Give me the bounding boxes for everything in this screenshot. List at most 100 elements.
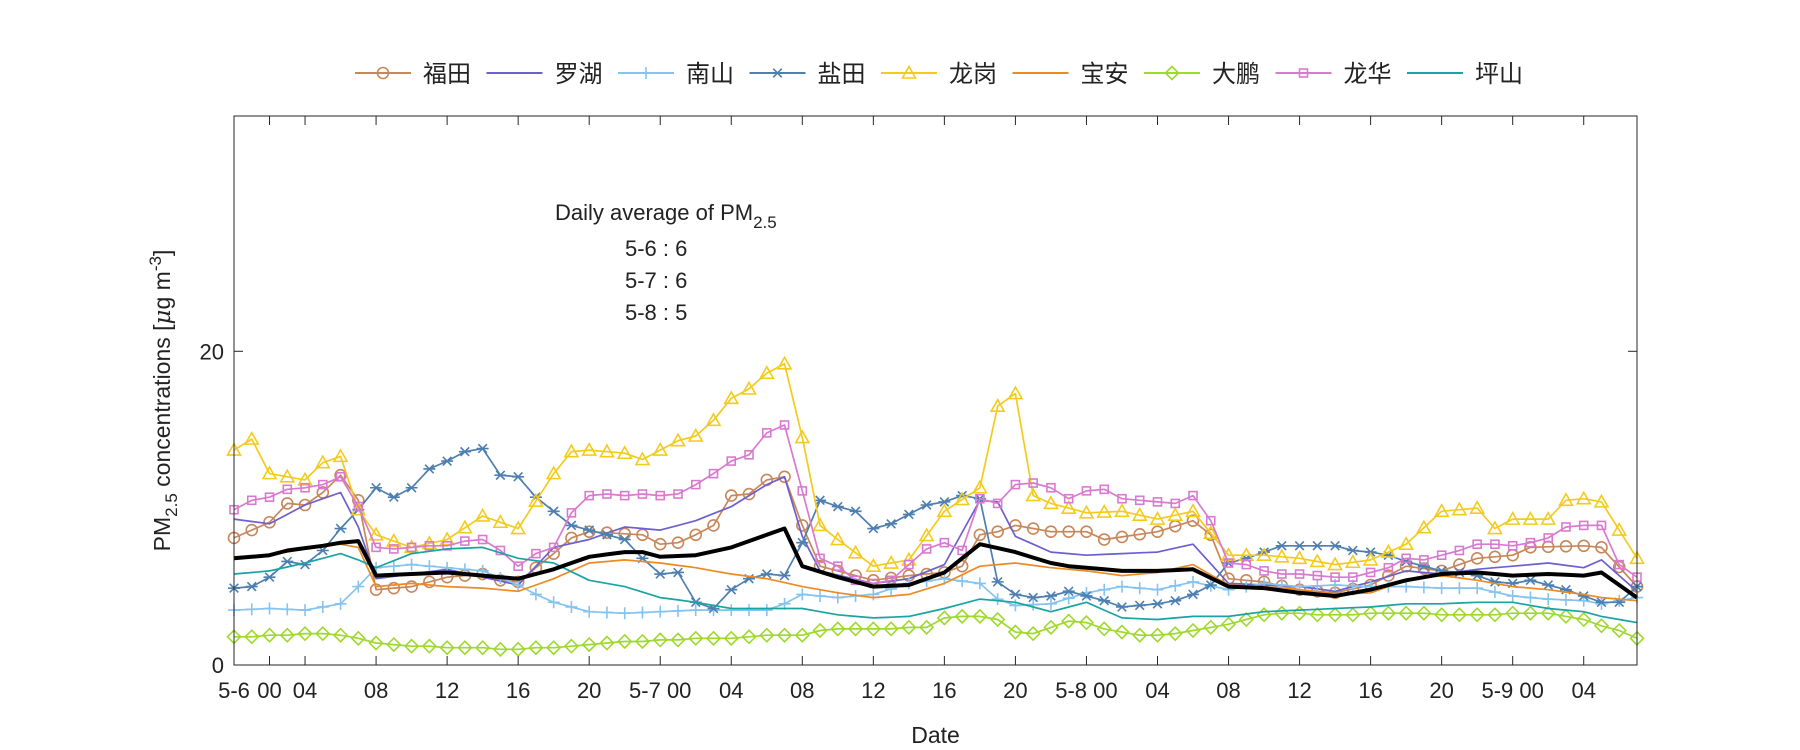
- data-point: [957, 545, 967, 556]
- data-point: [902, 509, 915, 520]
- data-point: [1133, 600, 1146, 611]
- data-point: [1115, 580, 1128, 593]
- data-point: [687, 427, 704, 442]
- data-point: [332, 448, 349, 463]
- data-point: [830, 621, 846, 637]
- data-point: [814, 589, 827, 602]
- legend-item: 大鹏: [1144, 61, 1260, 88]
- x-tick-label: 20: [577, 678, 601, 703]
- data-point: [1329, 540, 1342, 551]
- data-point: [368, 526, 384, 541]
- data-point: [1561, 522, 1571, 532]
- plot-frame: [233, 115, 1638, 666]
- y-tick-label: 0: [212, 653, 224, 678]
- legend-label: 坪山: [1475, 61, 1523, 88]
- data-point: [439, 531, 455, 546]
- data-point: [1115, 602, 1128, 612]
- data-point: [1062, 586, 1075, 597]
- data-point: [1472, 539, 1482, 550]
- data-point: [600, 606, 613, 619]
- data-point: [1096, 503, 1113, 518]
- legend-label: 龙岗: [949, 61, 997, 88]
- data-point: [439, 640, 455, 656]
- series-line: [233, 526, 1639, 600]
- data-point: [619, 490, 630, 501]
- data-point: [565, 520, 578, 531]
- data-point: [654, 569, 667, 579]
- x-tick-label: 08: [1216, 678, 1240, 703]
- data-point: [1117, 493, 1127, 504]
- data-point: [1096, 621, 1112, 637]
- data-point: [1133, 527, 1147, 541]
- data-point: [264, 492, 275, 502]
- data-point: [1540, 605, 1556, 621]
- data-point: [1577, 539, 1591, 553]
- data-point: [956, 575, 969, 588]
- data-point: [1365, 567, 1376, 578]
- annotation-line: 5-6 : 6: [625, 236, 687, 261]
- data-point: [1167, 625, 1183, 642]
- data-point: [1170, 498, 1181, 509]
- data-point: [812, 517, 828, 532]
- data-point: [1309, 607, 1325, 623]
- data-point: [1434, 607, 1450, 623]
- data-point: [1080, 591, 1093, 601]
- data-point: [1593, 618, 1610, 634]
- data-point: [723, 390, 740, 405]
- data-point: [1525, 537, 1536, 548]
- data-point: [1488, 586, 1501, 599]
- series-line: [233, 362, 1638, 568]
- data-point: [1291, 550, 1308, 565]
- data-point: [725, 584, 738, 595]
- data-point: [244, 629, 260, 645]
- data-point: [689, 604, 702, 617]
- data-point: [921, 544, 932, 554]
- data-point: [1027, 592, 1040, 603]
- series-7: [229, 420, 1642, 589]
- data-point: [317, 479, 328, 490]
- data-point: [1275, 540, 1288, 551]
- data-point: [1044, 597, 1057, 610]
- data-point: [1312, 570, 1323, 581]
- data-point: [1490, 539, 1500, 550]
- data-point: [1293, 580, 1306, 593]
- x-tick-label: 20: [1003, 678, 1027, 703]
- data-point: [545, 465, 562, 480]
- data-point: [779, 420, 790, 430]
- data-point: [936, 503, 953, 518]
- data-point: [1435, 582, 1448, 595]
- x-axis-title: Date: [911, 722, 960, 748]
- y-axis-title: PM2.5 concentrations [μg m-3]: [146, 250, 181, 552]
- data-point: [776, 355, 793, 370]
- data-point: [796, 519, 809, 532]
- data-point: [316, 600, 329, 613]
- data-point: [975, 493, 985, 504]
- data-point: [1419, 555, 1429, 565]
- x-tick-label: 04: [1145, 678, 1169, 703]
- data-point: [618, 534, 631, 545]
- data-point: [261, 627, 278, 643]
- data-point: [1220, 616, 1237, 632]
- data-point: [1309, 553, 1326, 568]
- data-point: [1025, 625, 1041, 642]
- data-point: [405, 558, 418, 571]
- data-point: [671, 604, 684, 617]
- data-point: [1542, 593, 1555, 606]
- data-point: [1348, 572, 1358, 582]
- data-point: [600, 529, 613, 540]
- data-point: [1311, 540, 1324, 551]
- data-point: [457, 519, 473, 534]
- data-point: [387, 581, 401, 595]
- data-point: [245, 581, 258, 592]
- data-point: [314, 454, 331, 469]
- data-point: [1131, 507, 1148, 522]
- data-point: [1204, 580, 1217, 590]
- data-point: [920, 500, 933, 510]
- data-point: [352, 580, 365, 593]
- data-point: [1151, 598, 1164, 609]
- x-tick-label: 5-6: [218, 678, 250, 703]
- data-point: [1062, 525, 1075, 538]
- data-point: [973, 577, 986, 590]
- data-point: [423, 575, 436, 589]
- data-point: [1152, 497, 1163, 507]
